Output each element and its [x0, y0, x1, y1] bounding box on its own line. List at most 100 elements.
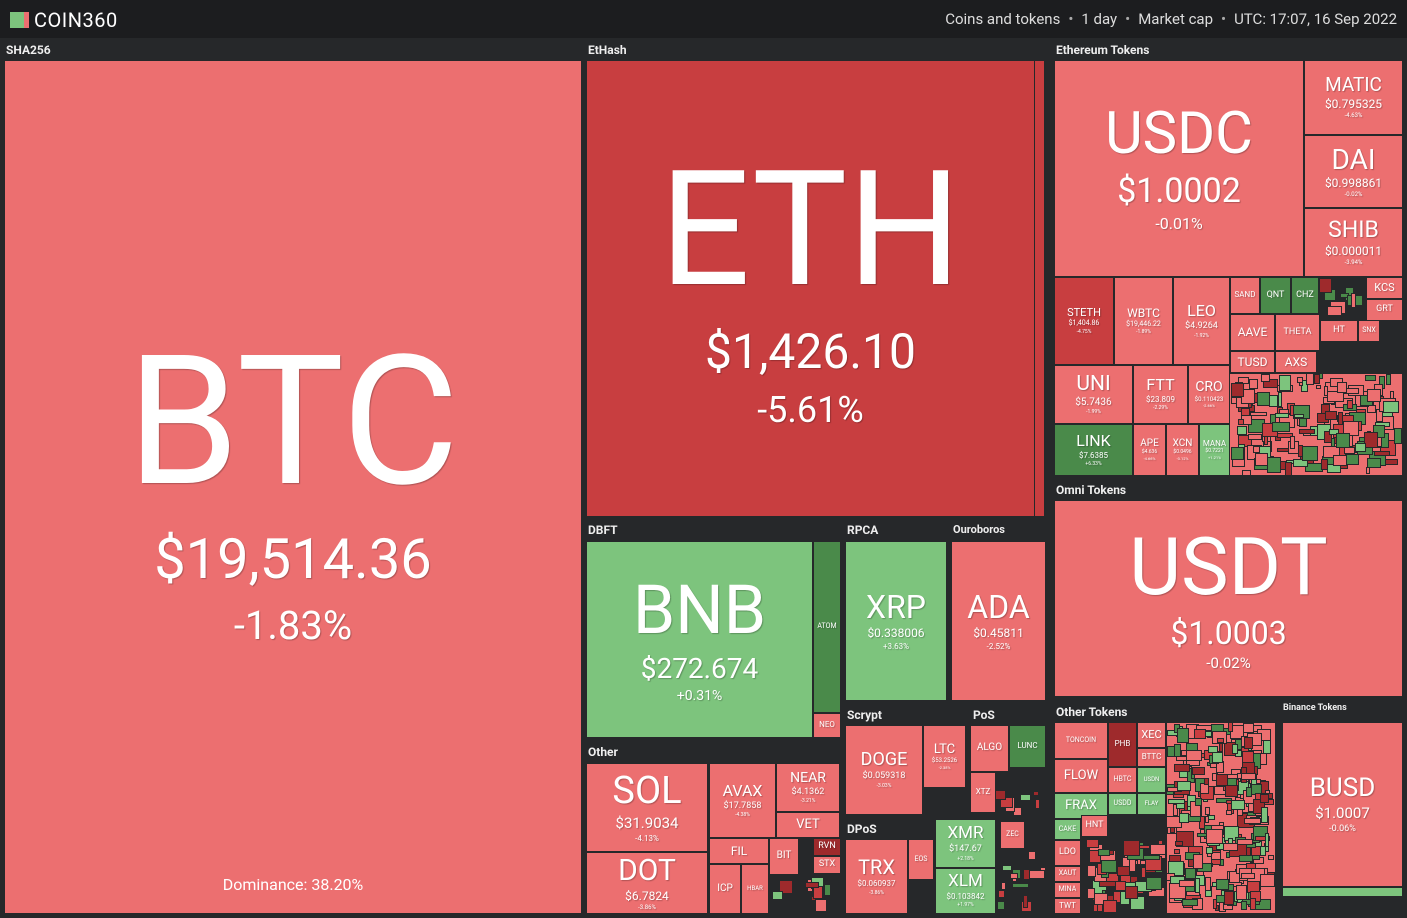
filter[interactable]: 1 day [1081, 10, 1118, 28]
coin-tile[interactable]: EOS [908, 839, 934, 880]
coin-tile[interactable]: SHIB $0.000011 -3.94% [1304, 208, 1403, 277]
filler-tile [1247, 433, 1262, 440]
coin-tile[interactable]: BUSD $1.0007 -0.06% [1282, 722, 1403, 887]
coin-tile[interactable]: TONCOIN [1054, 722, 1108, 759]
coin-tile[interactable]: WBTC $19,446.22 -1.89% [1114, 277, 1173, 365]
coin-tile[interactable]: MANA $0.7221 +1.21% [1199, 424, 1230, 476]
coin-tile[interactable]: NEO [813, 713, 841, 738]
coin-tile[interactable]: DAI $0.998861 -0.02% [1304, 135, 1403, 208]
coin-tile[interactable]: USDN [1137, 767, 1166, 793]
coin-symbol: TWT [1059, 900, 1076, 910]
filler-tile [1174, 763, 1190, 772]
coin-tile[interactable]: FRAX [1054, 793, 1108, 819]
filter[interactable]: Coins and tokens [945, 10, 1061, 28]
filler-tile [1168, 883, 1186, 899]
coin-tile[interactable]: XEC [1137, 722, 1166, 748]
filler-tile [998, 890, 1005, 899]
filler-tile [1242, 723, 1254, 733]
coin-tile[interactable]: KCS [1366, 277, 1403, 299]
coin-tile[interactable]: ADA $0.45811 -2.52% [951, 541, 1046, 701]
coin-tile[interactable]: BTC $19,514.36 -1.83% [4, 60, 582, 914]
coin-tile[interactable]: USDC $1.0002 -0.01% [1054, 60, 1304, 277]
coin-symbol: DOT [618, 853, 676, 889]
coin-tile[interactable]: VET [776, 812, 840, 838]
coin-tile[interactable]: LTC $53.2526 -2.38% [923, 725, 966, 788]
coin-tile[interactable]: MATIC $0.795325 -4.63% [1304, 60, 1403, 135]
coin-symbol: USDC [1105, 100, 1253, 169]
coin-tile[interactable]: SAND [1230, 277, 1260, 314]
coin-tile[interactable]: XTZ [970, 772, 996, 813]
coin-tile[interactable]: THETA [1275, 314, 1320, 351]
filler-tile [1230, 799, 1246, 811]
coin-tile[interactable]: USDT $1.0003 -0.02% [1054, 500, 1403, 697]
coin-tile[interactable]: ZEC [1000, 821, 1025, 849]
coin-tile[interactable]: LDO [1054, 840, 1081, 866]
coin-tile[interactable]: TWT [1054, 898, 1081, 914]
coin-tile[interactable]: XMR $147.67 +2.18% [935, 819, 996, 868]
coin-tile[interactable]: LUNC [1009, 725, 1046, 768]
coin-tile[interactable]: BIT [769, 838, 799, 875]
coin-tile[interactable]: AXS [1275, 351, 1317, 373]
filter[interactable]: Market cap [1138, 10, 1214, 28]
coin-tile[interactable]: SOL $31.9034 -4.13% [586, 763, 708, 852]
coin-tile[interactable]: QNT [1260, 277, 1291, 314]
filler-tile [1169, 827, 1175, 833]
coin-tile[interactable]: LEO $4.9264 -1.92% [1173, 277, 1230, 365]
coin-tile[interactable]: PHB [1108, 722, 1137, 767]
filler-tile [1306, 373, 1315, 386]
coin-tile[interactable]: DOGE $0.059318 -3.03% [845, 725, 923, 815]
filler-tile [1336, 433, 1351, 448]
coin-tile[interactable]: USDD [1108, 793, 1137, 815]
coin-change: -0.06% [1329, 823, 1356, 834]
coin-tile[interactable]: XRP $0.338006 +3.63% [845, 541, 947, 701]
logo[interactable]: COIN360 [10, 8, 118, 32]
coin-tile[interactable]: GRT [1366, 299, 1403, 321]
coin-tile[interactable]: TUSD [1230, 351, 1275, 373]
coin-tile[interactable]: SNX [1358, 320, 1380, 342]
coin-tile[interactable]: ALGO [970, 725, 1009, 772]
coin-tile[interactable]: AAVE [1230, 314, 1275, 351]
coin-tile[interactable]: BNB $272.674 +0.31% [586, 541, 813, 738]
filler-tile [1332, 455, 1347, 467]
coin-tile[interactable]: ETH $1,426.10 -5.61% [586, 60, 1035, 517]
coin-tile[interactable]: APE $4.636 -4.66% [1133, 424, 1166, 476]
coin-tile[interactable]: FTT $23.809 -2.29% [1133, 365, 1188, 424]
coin-symbol: EOS [914, 854, 928, 863]
coin-change: -5.61% [757, 388, 864, 431]
coin-tile[interactable]: STX [813, 856, 841, 874]
coin-tile[interactable]: NEAR $4.1362 -3.21% [776, 763, 840, 812]
coin-tile[interactable]: TRX $0.060937 -3.86% [845, 839, 908, 914]
coin-tile[interactable]: ATOM [813, 541, 841, 713]
filter[interactable]: UTC: 17:07, 16 Sep 2022 [1234, 10, 1397, 28]
coin-tile[interactable]: FLOW [1054, 759, 1108, 793]
coin-tile[interactable]: HBTC [1108, 767, 1137, 793]
separator: • [1068, 10, 1074, 28]
coin-symbol: BTC [127, 316, 459, 528]
coin-tile[interactable]: AVAX $17.7858 -4.38% [709, 763, 776, 838]
coin-tile[interactable]: XLM $0.103842 +1.97% [935, 868, 996, 914]
filler-tile [1186, 749, 1202, 762]
coin-tile[interactable]: XCN $0.0496 -3.12% [1166, 424, 1199, 476]
coin-tile[interactable]: BTTC [1137, 748, 1166, 767]
coin-tile[interactable]: LINK $7.6385 +6.33% [1054, 424, 1133, 476]
filler-tile [1367, 457, 1381, 469]
filler-tile [1249, 379, 1259, 390]
coin-tile[interactable]: HBAR [741, 864, 769, 914]
coin-tile[interactable]: MINA [1054, 882, 1081, 898]
coin-tile[interactable]: XAUT [1054, 866, 1081, 882]
coin-tile[interactable]: FIL [709, 838, 769, 864]
coin-symbol: FLOW [1063, 768, 1099, 784]
coin-tile[interactable]: STETH $1,404.86 -4.75% [1054, 277, 1114, 365]
coin-tile[interactable]: CAKE [1054, 819, 1081, 840]
coin-tile[interactable]: UNI $5.7436 -1.99% [1054, 365, 1133, 424]
coin-tile[interactable]: RVN [813, 838, 841, 856]
coin-tile[interactable]: FLAY [1137, 793, 1166, 815]
filler-tile [1386, 374, 1391, 385]
coin-tile[interactable]: HT [1320, 320, 1358, 342]
coin-tile[interactable]: ICP [709, 864, 741, 914]
coin-tile[interactable]: CRO $0.110423 -2.66% [1188, 365, 1230, 424]
coin-tile[interactable]: CHZ [1291, 277, 1319, 314]
coin-symbol: BUSD [1309, 772, 1376, 803]
coin-tile[interactable]: DOT $6.7824 -3.86% [586, 852, 708, 914]
coin-tile[interactable]: HNT [1081, 815, 1108, 837]
